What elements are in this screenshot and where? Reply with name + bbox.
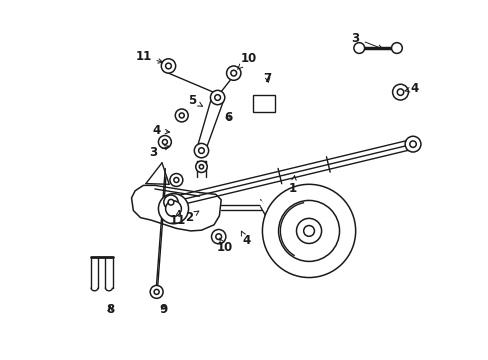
Text: 4: 4 xyxy=(152,124,169,137)
Circle shape xyxy=(158,194,188,224)
Circle shape xyxy=(165,63,171,69)
Circle shape xyxy=(226,66,241,80)
Circle shape xyxy=(150,285,163,298)
Text: 3: 3 xyxy=(351,32,382,49)
Text: 11: 11 xyxy=(135,50,163,63)
Text: 2: 2 xyxy=(184,211,199,224)
Circle shape xyxy=(158,135,171,148)
Text: 5: 5 xyxy=(188,94,202,107)
Circle shape xyxy=(210,90,224,105)
Circle shape xyxy=(154,289,159,294)
Circle shape xyxy=(391,42,402,53)
Circle shape xyxy=(396,89,403,95)
Circle shape xyxy=(174,177,179,183)
Text: 1: 1 xyxy=(288,176,296,195)
Circle shape xyxy=(230,70,236,76)
Circle shape xyxy=(278,201,339,261)
Text: 7: 7 xyxy=(263,72,271,85)
Circle shape xyxy=(215,234,221,239)
Circle shape xyxy=(409,141,415,147)
Text: 4: 4 xyxy=(404,82,418,95)
Circle shape xyxy=(169,174,183,186)
Text: 11: 11 xyxy=(170,210,186,227)
Circle shape xyxy=(211,229,225,244)
Circle shape xyxy=(165,201,181,217)
Circle shape xyxy=(303,226,314,236)
Text: 9: 9 xyxy=(160,303,167,316)
Text: 3: 3 xyxy=(149,145,169,158)
Circle shape xyxy=(199,165,203,169)
Circle shape xyxy=(296,219,321,243)
Circle shape xyxy=(161,59,175,73)
Circle shape xyxy=(214,95,220,100)
Circle shape xyxy=(168,199,174,205)
Circle shape xyxy=(194,143,208,158)
Circle shape xyxy=(195,161,207,172)
Circle shape xyxy=(262,184,355,278)
Circle shape xyxy=(175,109,188,122)
Circle shape xyxy=(392,84,407,100)
Text: 10: 10 xyxy=(216,238,232,254)
Text: 10: 10 xyxy=(237,51,256,69)
FancyBboxPatch shape xyxy=(253,95,274,112)
Circle shape xyxy=(179,113,184,118)
Circle shape xyxy=(198,148,204,153)
Text: 4: 4 xyxy=(241,231,250,247)
Circle shape xyxy=(163,195,178,210)
Text: 6: 6 xyxy=(224,111,232,124)
Circle shape xyxy=(405,136,420,152)
Circle shape xyxy=(353,42,364,53)
Circle shape xyxy=(162,139,167,144)
Text: 8: 8 xyxy=(106,303,114,316)
